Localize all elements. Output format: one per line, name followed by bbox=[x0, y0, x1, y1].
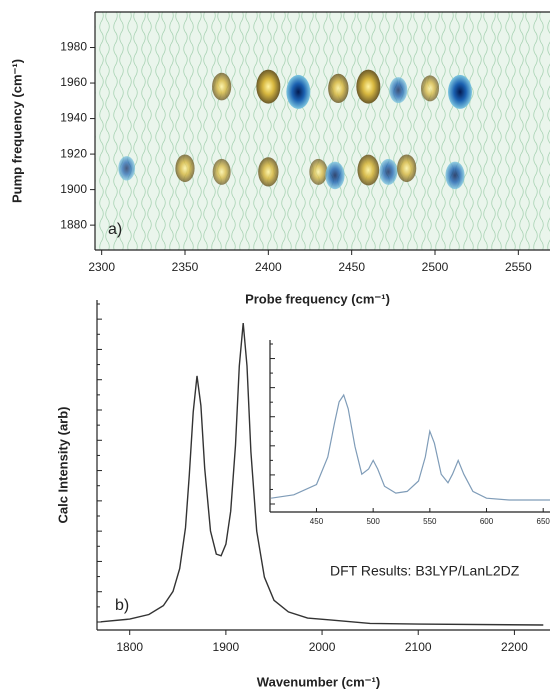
contour-peak bbox=[448, 74, 472, 109]
x-tick-label: 500 bbox=[366, 517, 380, 526]
x-tick-label: 2350 bbox=[172, 260, 199, 274]
contour-peak bbox=[286, 74, 311, 109]
contour-peak bbox=[379, 158, 398, 185]
x-tick-label: 2500 bbox=[422, 260, 449, 274]
y-tick-label: 1880 bbox=[60, 217, 87, 231]
contour-peak bbox=[389, 77, 408, 104]
panel-label: a) bbox=[108, 221, 122, 238]
y-tick-label: 1920 bbox=[60, 146, 87, 160]
x-tick-label: 2100 bbox=[405, 640, 432, 654]
x-tick-label: 1800 bbox=[116, 640, 143, 654]
x-tick-label: 2300 bbox=[88, 260, 115, 274]
contour-peak bbox=[118, 156, 136, 181]
y-axis-label: Pump frequency (cm⁻¹) bbox=[9, 59, 24, 203]
contour-peak bbox=[356, 69, 381, 104]
contour-peak bbox=[212, 72, 232, 101]
contour-peak bbox=[357, 154, 380, 186]
contour-peak bbox=[328, 73, 349, 103]
y-tick-label: 1960 bbox=[60, 75, 87, 89]
y-axis-label: Calc Intensity (arb) bbox=[55, 406, 70, 523]
x-tick-label: 450 bbox=[310, 517, 324, 526]
contour-peak bbox=[212, 158, 231, 185]
x-tick-label: 600 bbox=[480, 517, 494, 526]
x-axis-label: Wavenumber (cm⁻¹) bbox=[257, 674, 380, 689]
spectrum-line bbox=[271, 393, 550, 501]
y-tick-label: 1940 bbox=[60, 111, 87, 125]
contour-peak bbox=[258, 157, 279, 187]
x-axis-label: Probe frequency (cm⁻¹) bbox=[245, 291, 390, 306]
x-tick-label: 2000 bbox=[309, 640, 336, 654]
contour-peak bbox=[445, 161, 465, 190]
spectrum-line bbox=[100, 323, 544, 626]
contour-noise bbox=[95, 12, 550, 250]
annotation: DFT Results: B3LYP/LanL2DZ bbox=[330, 563, 520, 579]
contour-peak bbox=[175, 154, 195, 183]
x-tick-label: 2550 bbox=[505, 260, 532, 274]
x-tick-label: 2450 bbox=[338, 260, 365, 274]
x-tick-label: 650 bbox=[537, 517, 550, 526]
y-tick-label: 1900 bbox=[60, 182, 87, 196]
contour-peak bbox=[325, 161, 345, 190]
contour-peak bbox=[256, 69, 281, 104]
x-tick-label: 2200 bbox=[501, 640, 528, 654]
panel-label: b) bbox=[115, 597, 129, 614]
x-tick-label: 2400 bbox=[255, 260, 282, 274]
x-tick-label: 550 bbox=[423, 517, 437, 526]
contour-peak bbox=[397, 154, 417, 183]
y-tick-label: 1980 bbox=[60, 40, 87, 54]
contour-peak bbox=[421, 75, 439, 102]
x-tick-label: 1900 bbox=[213, 640, 240, 654]
contour-peak bbox=[309, 158, 328, 185]
